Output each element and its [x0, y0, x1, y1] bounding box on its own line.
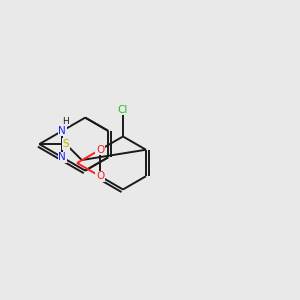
Text: O: O [96, 171, 104, 181]
Text: S: S [62, 139, 69, 149]
Text: O: O [96, 145, 104, 155]
Text: N: N [58, 126, 66, 136]
Text: H: H [62, 117, 69, 126]
Text: Cl: Cl [118, 104, 128, 115]
Text: N: N [58, 152, 66, 162]
